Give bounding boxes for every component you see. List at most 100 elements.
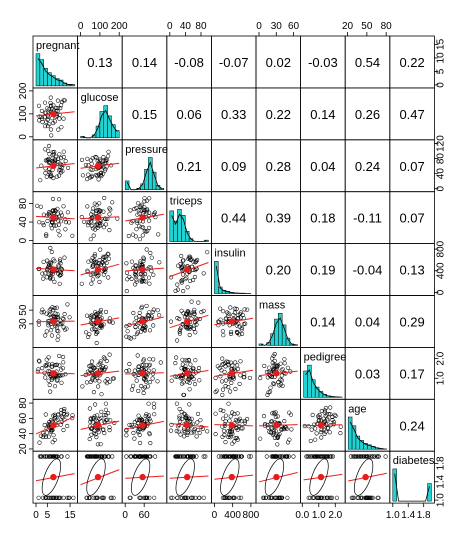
scatter-point	[125, 262, 129, 266]
tick-label: 40	[435, 168, 446, 180]
center-point	[50, 318, 56, 324]
scatter-point	[132, 335, 136, 339]
scatter-point	[63, 312, 67, 316]
scatter-point	[152, 496, 156, 500]
tick-label: 10	[435, 52, 446, 64]
scatter-point	[68, 316, 72, 320]
scatter-point	[214, 412, 218, 416]
scatter-point	[88, 407, 92, 411]
center-point	[139, 474, 145, 480]
scatter-point	[235, 363, 239, 367]
scatter-point	[106, 411, 110, 415]
scatter-point	[57, 197, 61, 201]
scatter-point	[54, 312, 58, 316]
scatter-point	[243, 322, 247, 326]
scatter-point	[108, 228, 112, 232]
variable-label: age	[348, 403, 366, 415]
scatter-point	[220, 380, 224, 384]
scatter-point	[66, 455, 70, 459]
scatter-point	[58, 117, 62, 121]
scatter-point	[82, 220, 86, 224]
scatter-point	[91, 278, 95, 282]
center-point	[362, 474, 368, 480]
tick-label: 80	[18, 397, 29, 409]
scatter-point	[47, 144, 51, 148]
correlation-label: 0.22	[399, 55, 424, 70]
scatter-point	[136, 354, 140, 358]
scatter-point	[138, 441, 142, 445]
scatter-point	[66, 166, 70, 170]
scatter-point	[62, 205, 66, 209]
scatter-point	[133, 283, 137, 287]
scatter-point	[262, 364, 266, 368]
scatter-point	[205, 430, 209, 434]
scatter-point	[239, 360, 243, 364]
scatter-point	[224, 440, 228, 444]
scatter-point	[174, 361, 178, 365]
scatter-point	[135, 379, 139, 383]
tick-label: 5	[45, 510, 51, 521]
scatter-point	[45, 358, 49, 362]
scatter-point	[62, 150, 66, 154]
scatter-point	[179, 254, 183, 258]
scatter-point	[132, 311, 136, 315]
scatter-point	[107, 150, 111, 154]
scatter-point	[214, 432, 218, 436]
center-point	[50, 370, 56, 376]
center-point	[273, 474, 279, 480]
scatter-point	[40, 109, 44, 113]
center-point	[318, 422, 324, 428]
scatter-point	[335, 496, 339, 500]
scatter-point	[152, 406, 156, 410]
center-point	[229, 474, 235, 480]
correlation-label: 0.13	[399, 263, 424, 278]
scatter-point	[48, 152, 52, 156]
scatter-point	[125, 271, 129, 275]
scatter-point	[45, 175, 49, 179]
tick-label: 0	[435, 185, 446, 191]
correlation-label: 0.22	[266, 107, 291, 122]
scatter-point	[95, 156, 99, 160]
scatter-point	[267, 366, 271, 370]
scatter-point	[133, 369, 137, 373]
scatter-point	[80, 282, 84, 286]
scatter-point	[65, 412, 69, 416]
scatter-point	[280, 369, 284, 373]
scatter-panel	[125, 402, 164, 445]
scatter-panel	[80, 150, 119, 181]
scatter-point	[315, 432, 319, 436]
scatter-point	[92, 390, 96, 394]
scatter-point	[265, 455, 269, 459]
scatter-point	[280, 374, 284, 378]
scatter-panel	[258, 352, 297, 397]
center-point	[95, 266, 101, 272]
scatter-point	[245, 308, 249, 312]
tick-label: 0	[33, 510, 39, 521]
scatter-point	[44, 171, 48, 175]
tick-label: 2.0	[435, 351, 446, 365]
center-point	[95, 370, 101, 376]
scatter-point	[48, 168, 52, 172]
center-point	[95, 318, 101, 324]
scatter-point	[98, 248, 102, 252]
scatter-point	[231, 442, 235, 446]
scatter-point	[44, 413, 48, 417]
scatter-point	[152, 308, 156, 312]
scatter-point	[58, 153, 62, 157]
correlation-label: 0.21	[176, 159, 201, 174]
variable-label: triceps	[170, 196, 203, 208]
scatter-point	[181, 273, 185, 277]
correlation-label: 0.29	[399, 314, 424, 329]
scatter-point	[130, 277, 134, 281]
scatter-panel	[304, 455, 343, 500]
scatter-point	[105, 359, 109, 363]
scatter-point	[41, 120, 45, 124]
scatter-point	[147, 219, 151, 223]
scatter-point	[222, 429, 226, 433]
tick-label: 0	[78, 21, 84, 32]
scatter-point	[239, 374, 243, 378]
scatter-point	[103, 431, 107, 435]
scatter-point	[149, 251, 153, 255]
scatter-point	[175, 402, 179, 406]
tick-label: 0	[18, 134, 29, 140]
